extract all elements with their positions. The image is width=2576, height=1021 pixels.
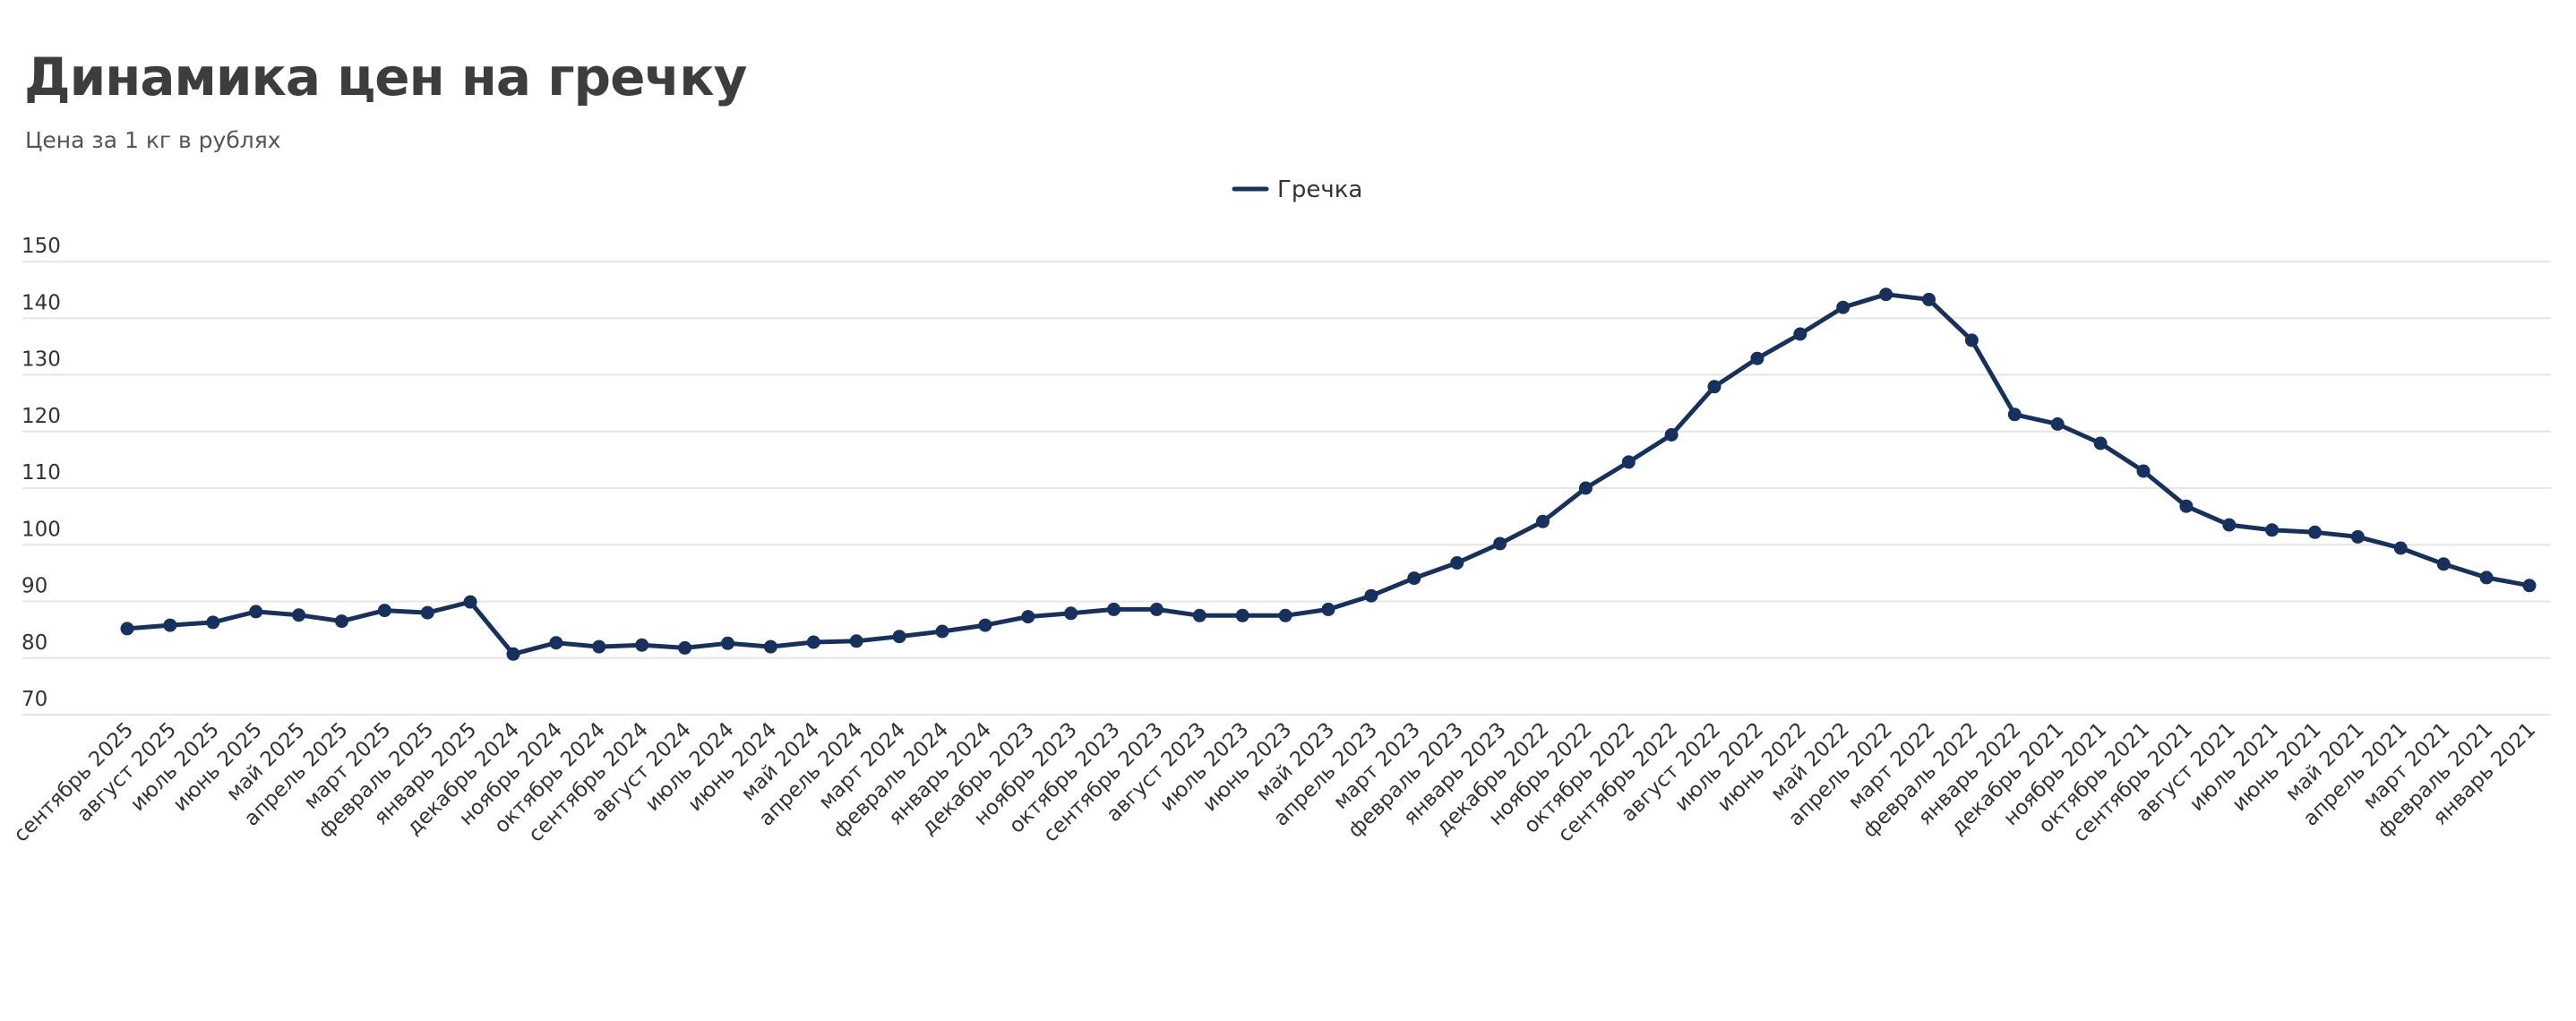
data-point[interactable] [849, 634, 863, 648]
y-tick-label: 90 [21, 575, 47, 598]
data-point[interactable] [2093, 436, 2108, 450]
data-point[interactable] [2479, 571, 2494, 585]
data-point[interactable] [206, 615, 220, 630]
data-point[interactable] [1964, 333, 1979, 347]
data-point[interactable] [1364, 588, 1378, 603]
data-point[interactable] [592, 639, 606, 654]
data-point[interactable] [978, 618, 992, 632]
data-point[interactable] [1750, 351, 1765, 365]
data-point[interactable] [1707, 380, 1722, 394]
data-point[interactable] [1407, 571, 1421, 586]
data-point[interactable] [2522, 579, 2537, 593]
data-point[interactable] [163, 618, 177, 632]
data-point[interactable] [1536, 514, 1550, 528]
y-tick-label: 150 [21, 235, 61, 258]
data-point[interactable] [1321, 602, 1335, 616]
chart-subtitle: Цена за 1 кг в рублях [25, 127, 281, 153]
y-tick-label: 100 [21, 518, 61, 541]
data-point[interactable] [120, 622, 134, 636]
y-axis-tick-labels: 70 80 90 100 110 120 130 140 150 [21, 235, 61, 711]
y-tick-label: 110 [21, 461, 61, 485]
chart-legend[interactable]: Гречка [1232, 176, 1362, 203]
data-point[interactable] [1192, 608, 1206, 622]
data-point[interactable] [935, 624, 949, 639]
y-tick-label: 120 [21, 405, 61, 428]
data-point[interactable] [1879, 287, 1893, 302]
data-point[interactable] [721, 636, 734, 650]
series-points [120, 287, 2537, 661]
data-point[interactable] [2222, 518, 2237, 532]
data-point[interactable] [1621, 455, 1636, 469]
data-point[interactable] [549, 636, 563, 650]
data-point[interactable] [420, 605, 434, 620]
data-point[interactable] [2350, 529, 2365, 544]
y-tick-label: 70 [21, 688, 47, 711]
data-point[interactable] [635, 638, 649, 652]
data-point[interactable] [463, 595, 477, 609]
data-point[interactable] [763, 639, 777, 654]
data-point[interactable] [2393, 541, 2408, 555]
data-point[interactable] [1793, 327, 1807, 341]
data-point[interactable] [2007, 408, 2022, 422]
data-point[interactable] [1578, 481, 1593, 495]
data-point[interactable] [892, 630, 906, 644]
data-point[interactable] [249, 605, 263, 619]
y-tick-label: 140 [21, 291, 61, 314]
data-point[interactable] [2050, 417, 2065, 431]
data-point[interactable] [1493, 536, 1507, 551]
data-point[interactable] [1235, 608, 1249, 622]
data-point[interactable] [2308, 525, 2322, 539]
data-point[interactable] [806, 635, 820, 649]
data-point[interactable] [678, 640, 692, 655]
data-point[interactable] [2179, 499, 2194, 513]
data-point[interactable] [1836, 300, 1850, 314]
data-point[interactable] [2136, 464, 2151, 478]
data-point[interactable] [1664, 428, 1679, 442]
series-line-grechka [125, 292, 2532, 656]
data-point[interactable] [292, 608, 306, 622]
data-point[interactable] [1064, 606, 1078, 621]
y-tick-label: 80 [21, 631, 47, 655]
data-point[interactable] [506, 647, 520, 661]
data-point[interactable] [1149, 602, 1163, 616]
chart-title: Динамика цен на гречку [24, 47, 747, 107]
y-gridlines [22, 261, 2551, 716]
data-point[interactable] [1021, 610, 1035, 624]
data-point[interactable] [1450, 556, 1464, 570]
data-point[interactable] [2265, 523, 2280, 537]
data-point[interactable] [1922, 292, 1936, 306]
data-point[interactable] [1278, 608, 1292, 622]
data-point[interactable] [1107, 602, 1121, 616]
data-point[interactable] [335, 614, 348, 629]
y-tick-label: 130 [21, 348, 61, 372]
data-point[interactable] [377, 604, 391, 618]
data-point[interactable] [2436, 557, 2451, 571]
legend-label: Гречка [1277, 176, 1362, 203]
